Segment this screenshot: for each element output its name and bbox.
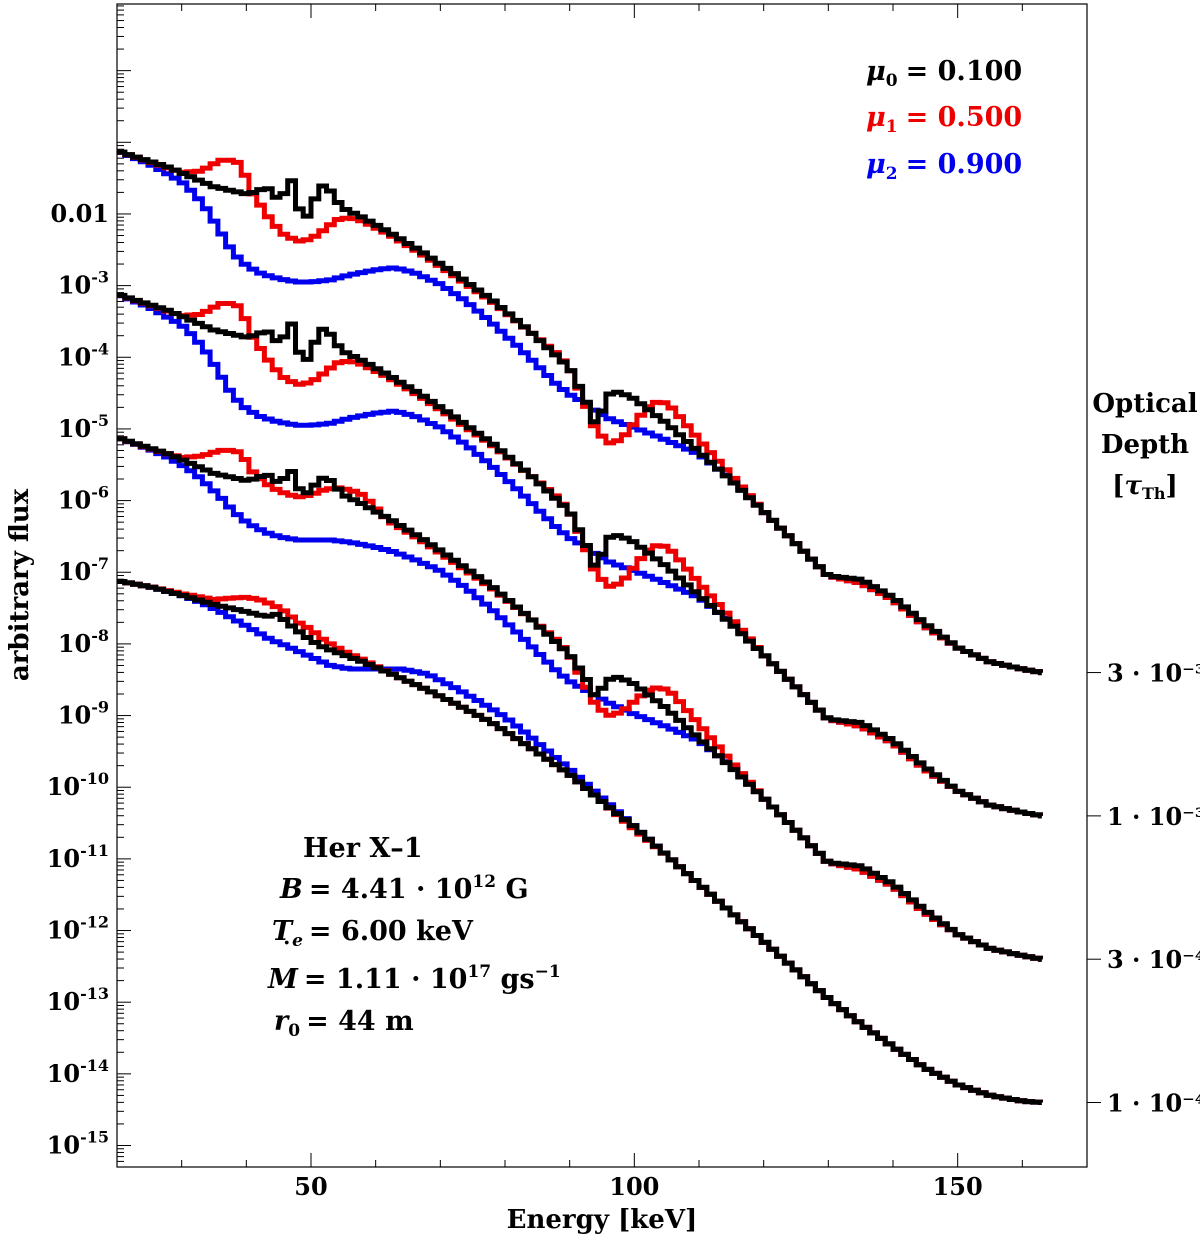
x-axis-ticks: 50 100 150 xyxy=(116,4,1088,1201)
annotation-accretion-rate: M = 1.11 · 1017 gs−1 xyxy=(267,962,561,995)
y-tick-label: 10-3 xyxy=(58,268,109,300)
y-tick-label: 10-6 xyxy=(58,483,109,515)
x-tick-label: 100 xyxy=(609,1172,659,1201)
right-tick-label: 1 · 10⁻⁴ xyxy=(1107,1089,1200,1118)
series-line-group2-mu2 xyxy=(117,436,1043,962)
right-tick-label: 1 · 10⁻³ xyxy=(1107,802,1200,831)
parameter-annotation: Her X–1 B = 4.41 · 1012 G Te = 6.00 keV M =… xyxy=(267,833,561,1041)
annotation-temperature: Te = 6.00 keV xyxy=(272,916,474,951)
y-tick-label: 10-8 xyxy=(58,626,109,658)
y-tick-label: 10-4 xyxy=(58,339,109,371)
y-tick-label: 0.01 xyxy=(51,199,109,228)
svg-text:Depth: Depth xyxy=(1101,430,1189,460)
series-line-group1-mu0 xyxy=(117,292,1043,819)
y-tick-label: 10-13 xyxy=(47,984,109,1016)
svg-text:Optical: Optical xyxy=(1092,389,1197,419)
series-line-group1-mu2 xyxy=(117,293,1043,819)
legend-item-mu2: μ2 = 0.900 xyxy=(866,149,1022,184)
series-line-group2-mu0 xyxy=(117,436,1043,962)
y-tick-label: 10-15 xyxy=(47,1128,109,1160)
right-axis-title: Optical Depth [τTh] xyxy=(1092,389,1197,503)
y-tick-label: 10-7 xyxy=(58,554,109,586)
right-axis-ticks: 3 · 10⁻³ 1 · 10⁻³ 3 · 10⁻⁴ 1 · 10⁻⁴ xyxy=(1087,659,1200,1118)
annotation-radius: r0 = 44 m xyxy=(274,1006,414,1041)
x-tick-label: 150 xyxy=(933,1172,983,1201)
legend-item-mu0: μ0 = 0.100 xyxy=(866,56,1022,91)
annotation-m-dot: ˙ xyxy=(280,938,294,969)
series-line-group3-mu2 xyxy=(117,579,1043,1105)
x-axis-title: Energy [keV] xyxy=(507,1205,698,1235)
series-line-group2-mu1 xyxy=(117,436,1043,962)
series-line-group0-mu0 xyxy=(117,149,1043,676)
series-line-group3-mu0 xyxy=(117,579,1043,1105)
y-tick-label: 10-11 xyxy=(47,841,109,873)
legend-item-mu1: μ1 = 0.500 xyxy=(866,102,1022,137)
right-tick-label: 3 · 10⁻⁴ xyxy=(1107,945,1200,974)
series-line-group1-mu1 xyxy=(117,293,1043,819)
svg-text:[τTh]: [τTh] xyxy=(1112,471,1178,503)
plot-area xyxy=(117,149,1043,1105)
series-line-group3-mu1 xyxy=(117,579,1043,1105)
y-axis-ticks: 0.01 10-3 10-4 10-5 10-6 10-7 10-8 10-9 10-10 10-… xyxy=(47,5,131,1162)
y-tick-label: 10-9 xyxy=(58,698,109,730)
y-tick-label: 10-14 xyxy=(47,1056,109,1088)
plot-frame xyxy=(116,3,1088,1168)
annotation-b-field: B = 4.41 · 1012 G xyxy=(279,872,529,905)
y-tick-label: 10-12 xyxy=(47,913,109,945)
y-tick-label: 10-5 xyxy=(58,411,109,443)
annotation-source: Her X–1 xyxy=(303,833,423,864)
right-tick-label: 3 · 10⁻³ xyxy=(1107,659,1200,688)
x-tick-label: 50 xyxy=(294,1172,327,1201)
legend: μ0 = 0.100 μ1 = 0.500 μ2 = 0.900 xyxy=(866,56,1022,184)
y-tick-label: 10-10 xyxy=(47,769,109,801)
y-axis-title: arbitrary flux xyxy=(5,488,35,681)
